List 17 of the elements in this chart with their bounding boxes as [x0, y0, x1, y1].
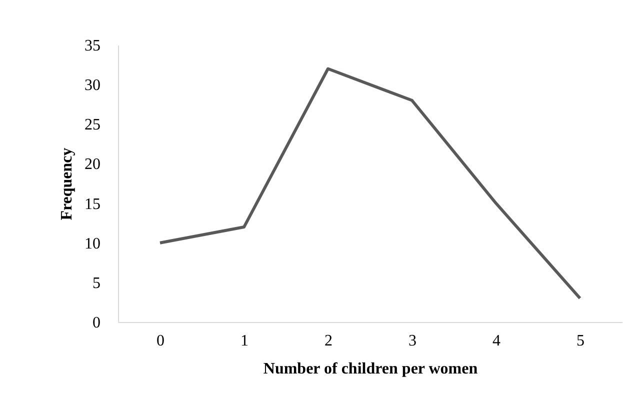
- y-tick-label: 5: [92, 274, 100, 292]
- y-tick-label: 15: [84, 196, 100, 213]
- x-tick-label: 1: [240, 332, 248, 350]
- y-tick-label: 0: [92, 314, 100, 332]
- x-axis-title: Number of children per women: [263, 360, 478, 378]
- line-series: [158, 67, 582, 300]
- y-tick-label: 20: [84, 156, 100, 174]
- y-tick-label: 35: [84, 38, 100, 54]
- x-tick-label: 4: [492, 332, 500, 350]
- x-tick-label: 2: [324, 332, 332, 350]
- y-tick-label: 25: [84, 116, 100, 134]
- y-tick-label: 10: [84, 235, 100, 252]
- x-tick-label: 0: [156, 332, 164, 350]
- y-tick-label: 30: [84, 77, 100, 94]
- y-axis-title: Frequency: [58, 148, 76, 220]
- x-tick-label: 5: [576, 332, 584, 350]
- x-tick-label: 3: [408, 332, 416, 350]
